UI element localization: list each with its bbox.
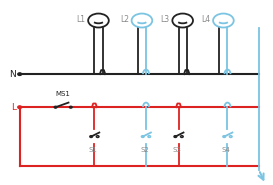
Circle shape: [18, 73, 22, 75]
Text: S4: S4: [222, 147, 230, 153]
Text: L: L: [11, 103, 16, 112]
Text: L3: L3: [161, 15, 170, 24]
Circle shape: [69, 106, 72, 108]
Text: S2: S2: [140, 147, 149, 153]
Text: MS1: MS1: [56, 91, 71, 97]
Text: S1: S1: [89, 147, 97, 153]
Circle shape: [54, 106, 57, 108]
Text: S3: S3: [173, 147, 182, 153]
Text: L1: L1: [76, 15, 85, 24]
Text: L2: L2: [120, 15, 129, 24]
Text: L4: L4: [201, 15, 210, 24]
Text: N: N: [9, 70, 16, 79]
Circle shape: [18, 106, 22, 108]
